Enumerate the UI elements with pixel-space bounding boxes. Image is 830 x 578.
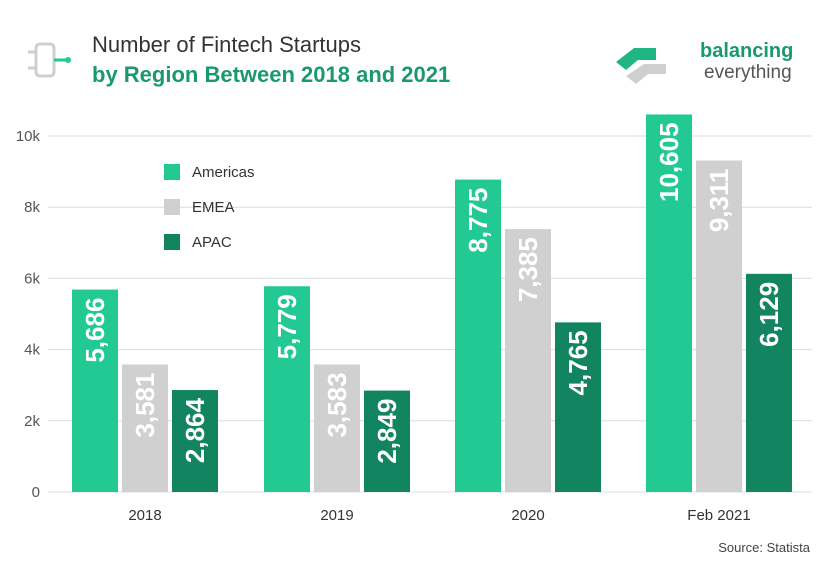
fintech-circuit-icon: [28, 42, 71, 78]
data-label: 6,129: [754, 282, 784, 347]
source-note: Source: Statista: [718, 540, 810, 555]
legend-swatch: [164, 199, 180, 215]
bar-americas: [264, 286, 310, 492]
y-tick-label: 2k: [24, 413, 40, 430]
bar-americas: [72, 289, 118, 492]
x-tick-label: 2020: [511, 507, 544, 524]
data-label: 3,581: [130, 373, 160, 438]
y-tick-label: 10k: [16, 128, 41, 145]
data-label: 10,605: [654, 122, 684, 202]
legend-swatch: [164, 234, 180, 250]
bar-apac: [172, 390, 218, 492]
data-label: 3,583: [322, 372, 352, 437]
bar-apac: [746, 273, 792, 492]
data-label: 7,385: [513, 237, 543, 302]
bar-apac: [364, 390, 410, 492]
chart-title-line2: by Region Between 2018 and 2021: [92, 62, 451, 87]
brand-name-line2: everything: [704, 62, 792, 83]
bar-emea: [122, 364, 168, 492]
bar-emea: [314, 364, 360, 492]
balancing-everything-logo-icon: [616, 48, 666, 84]
data-label: 5,779: [272, 294, 302, 359]
bar-apac: [555, 322, 601, 492]
x-tick-label: 2018: [128, 507, 161, 524]
brand-name-line1: balancing: [700, 40, 794, 62]
y-tick-label: 8k: [24, 199, 40, 216]
y-tick-label: 0: [32, 484, 40, 501]
legend-swatch: [164, 164, 180, 180]
bar-emea: [505, 229, 551, 492]
data-label: 2,849: [372, 399, 402, 464]
bar-americas: [646, 114, 692, 492]
y-tick-label: 4k: [24, 342, 40, 359]
data-label: 4,765: [563, 330, 593, 395]
legend-label: EMEA: [192, 199, 235, 216]
chart-title-line1: Number of Fintech Startups: [92, 32, 362, 57]
bar-emea: [696, 160, 742, 493]
x-tick-label: 2019: [320, 507, 353, 524]
x-tick-label: Feb 2021: [687, 507, 750, 524]
data-label: 5,686: [80, 298, 110, 363]
data-label: 9,311: [704, 169, 734, 233]
bar-americas: [455, 179, 501, 493]
legend-label: Americas: [192, 164, 255, 181]
data-label: 8,775: [463, 188, 493, 253]
legend-label: APAC: [192, 234, 232, 251]
data-label: 2,864: [180, 398, 210, 464]
y-tick-label: 6k: [24, 270, 40, 287]
